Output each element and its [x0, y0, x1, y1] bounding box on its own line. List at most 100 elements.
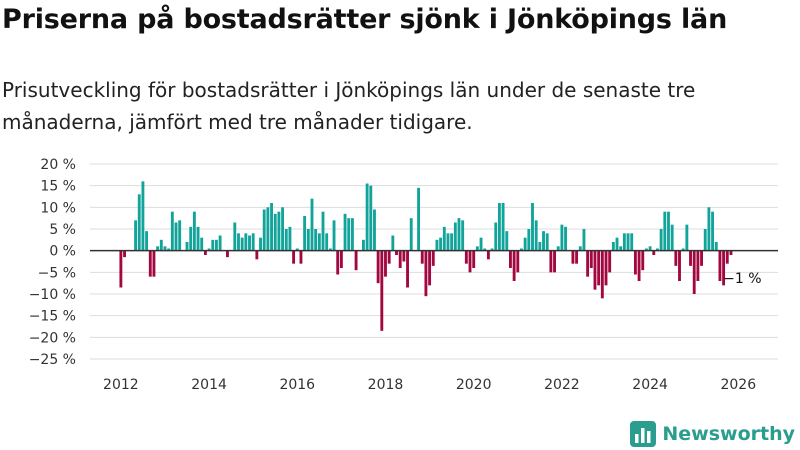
annotation-label: −1 % [723, 271, 761, 287]
bar [696, 250, 700, 281]
bar [189, 226, 193, 251]
bar [380, 250, 384, 331]
bar [310, 198, 314, 251]
bar [347, 218, 351, 251]
bar [450, 233, 454, 251]
bar [424, 250, 428, 297]
bar [520, 248, 523, 251]
bar [711, 211, 715, 251]
bar [163, 246, 167, 251]
bar [369, 185, 373, 251]
bar [475, 246, 479, 251]
bar [453, 222, 457, 251]
bar [336, 250, 340, 275]
bar [689, 250, 692, 266]
bar [560, 224, 564, 251]
bar [501, 203, 505, 251]
y-tick-label: −15 % [29, 309, 76, 325]
bar [652, 250, 656, 255]
y-tick-label: −25 % [29, 352, 76, 368]
bar [626, 233, 630, 251]
bar [600, 250, 604, 299]
x-tick-label: 2026 [720, 377, 756, 393]
bar [446, 233, 450, 251]
bar [615, 237, 619, 251]
page-title: Priserna på bostadsrätter sjönk i Jönköp… [2, 4, 728, 35]
bar [373, 209, 376, 251]
bar [663, 211, 667, 251]
bar [248, 235, 251, 251]
bar [152, 250, 156, 277]
x-tick-label: 2024 [632, 377, 668, 393]
bar [384, 250, 387, 277]
bar [218, 235, 222, 251]
bar [277, 211, 281, 251]
bar [527, 229, 531, 251]
bar [549, 250, 553, 273]
bar [608, 250, 612, 273]
bar [442, 226, 446, 251]
bar [494, 222, 498, 251]
bar [571, 250, 575, 264]
bar [545, 233, 549, 251]
bar [270, 203, 273, 251]
y-axis: 20 % 15 % 10 % 5 % 0 % −5 % −10 % −15 % −20 % −25… [29, 157, 76, 368]
bar [325, 233, 329, 251]
bar [141, 181, 145, 251]
bar [656, 248, 659, 251]
grid-lines [90, 163, 778, 360]
bar [435, 239, 439, 251]
bar [685, 224, 689, 251]
bar [314, 229, 318, 251]
bar [417, 187, 420, 251]
bar [288, 226, 292, 251]
page-subtitle: Prisutveckling för bostadsrätter i Jönkö… [2, 78, 696, 134]
bar [406, 250, 409, 288]
bar [156, 246, 160, 251]
bar [604, 250, 608, 286]
bar [148, 250, 152, 277]
bar [468, 250, 472, 273]
bar [123, 250, 126, 258]
bar [486, 250, 490, 260]
bar [362, 239, 365, 251]
bar [339, 250, 343, 268]
bar [589, 250, 593, 268]
bar [211, 239, 215, 251]
bar [667, 211, 670, 251]
bar [542, 231, 545, 251]
x-tick-label: 2016 [279, 377, 315, 393]
bar [350, 218, 354, 251]
bar [722, 250, 726, 286]
bar [354, 250, 358, 271]
bar [439, 237, 443, 251]
bar [259, 237, 262, 251]
annotations: −1 % [723, 271, 761, 287]
bar [409, 218, 413, 251]
bar [251, 233, 255, 251]
bar [633, 250, 637, 275]
bar [575, 250, 579, 264]
bar [729, 250, 733, 255]
bar [306, 229, 310, 251]
bar [659, 229, 663, 251]
bar [284, 229, 288, 251]
newsworthy-brand[interactable]: Newsworthy [630, 419, 795, 449]
bar [556, 246, 560, 251]
bar [332, 220, 336, 251]
bar [299, 250, 303, 264]
bar [420, 250, 424, 264]
bar [196, 226, 200, 251]
bar [185, 242, 189, 251]
bar [597, 250, 601, 286]
bar [317, 233, 321, 251]
bar [119, 250, 123, 288]
bar [170, 211, 174, 251]
bar [619, 246, 623, 251]
bar [376, 250, 380, 284]
y-tick-label: 5 % [49, 222, 76, 238]
bar [641, 250, 645, 271]
bar [538, 242, 542, 251]
bar-series [119, 181, 733, 331]
y-tick-label: −20 % [29, 330, 76, 346]
